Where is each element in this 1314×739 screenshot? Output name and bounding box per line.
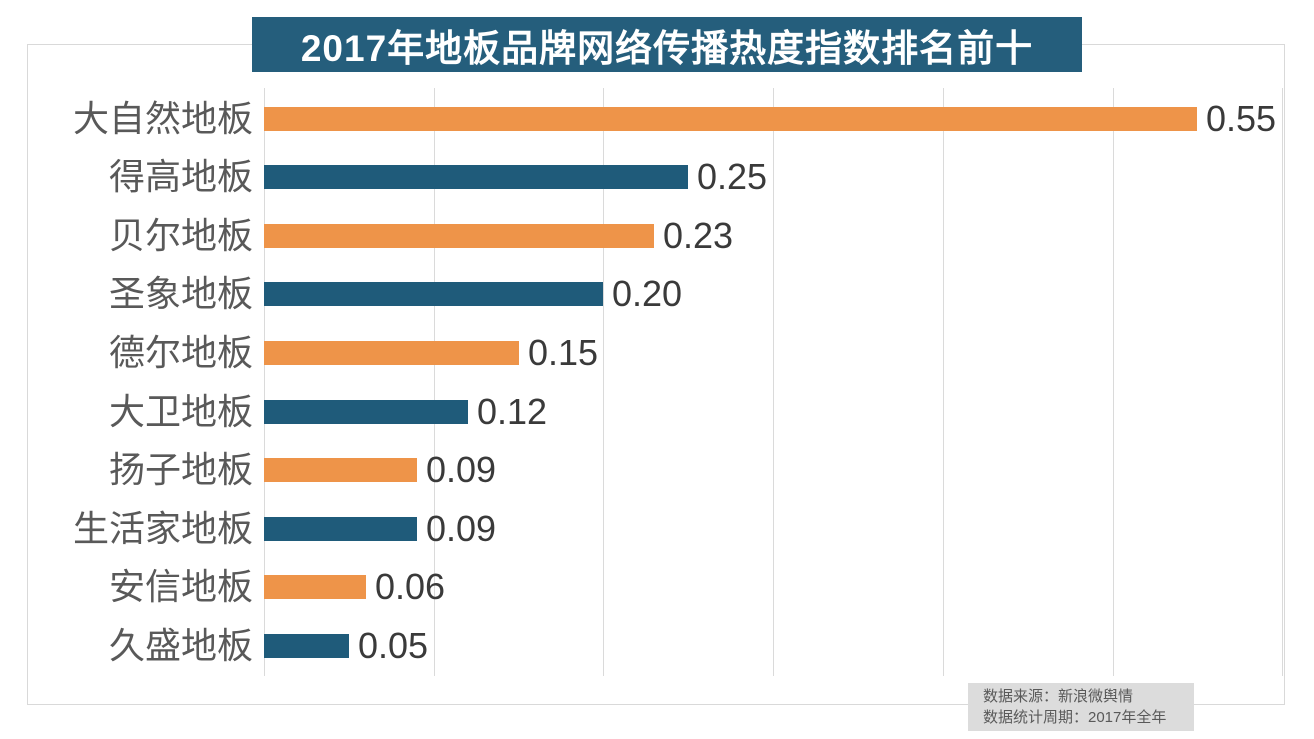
- bar-圣象地板: [264, 282, 603, 306]
- value-label: 0.12: [477, 391, 548, 432]
- gridline-0.2: [603, 88, 604, 676]
- value-label: 0.23: [663, 215, 734, 256]
- value-label: 0.05: [358, 625, 429, 666]
- gridline-0.0: [264, 88, 265, 676]
- value-label: 0.09: [426, 508, 497, 549]
- category-label: 得高地板: [108, 156, 253, 197]
- value-label: 0.15: [528, 332, 599, 373]
- category-label: 圣象地板: [108, 273, 253, 314]
- gridline-0.3: [773, 88, 774, 676]
- gridline-0.4: [943, 88, 944, 676]
- gridline-0.6: [1282, 88, 1283, 676]
- category-label: 久盛地板: [108, 625, 253, 666]
- value-label: 0.25: [697, 156, 768, 197]
- bar-大卫地板: [264, 400, 468, 424]
- category-label: 扬子地板: [108, 449, 253, 490]
- chart-title-banner: 2017年地板品牌网络传播热度指数排名前十: [252, 17, 1082, 72]
- gridline-0.1: [434, 88, 435, 676]
- category-label: 德尔地板: [108, 332, 253, 373]
- source-line-1: 数据来源：新浪微舆情: [983, 688, 1134, 705]
- value-label: 0.09: [426, 449, 497, 490]
- category-label: 大自然地板: [72, 98, 253, 139]
- category-label: 安信地板: [108, 566, 253, 607]
- chart-title: 2017年地板品牌网络传播热度指数排名前十: [300, 27, 1034, 69]
- bar-安信地板: [264, 575, 366, 599]
- bar-大自然地板: [264, 107, 1197, 131]
- bar-久盛地板: [264, 634, 349, 658]
- category-label: 贝尔地板: [108, 215, 253, 256]
- gridline-0.5: [1113, 88, 1114, 676]
- value-label: 0.06: [375, 566, 446, 607]
- bar-德尔地板: [264, 341, 519, 365]
- bar-得高地板: [264, 165, 688, 189]
- plot-border: [27, 44, 1285, 705]
- value-label: 0.20: [612, 273, 683, 314]
- value-label: 0.55: [1206, 98, 1277, 139]
- category-label: 生活家地板: [72, 508, 253, 549]
- source-box: 数据来源：新浪微舆情 数据统计周期：2017年全年: [968, 683, 1194, 731]
- bar-生活家地板: [264, 517, 417, 541]
- bar-扬子地板: [264, 458, 417, 482]
- source-line-2: 数据统计周期：2017年全年: [983, 709, 1167, 726]
- bar-贝尔地板: [264, 224, 654, 248]
- category-label: 大卫地板: [108, 391, 253, 432]
